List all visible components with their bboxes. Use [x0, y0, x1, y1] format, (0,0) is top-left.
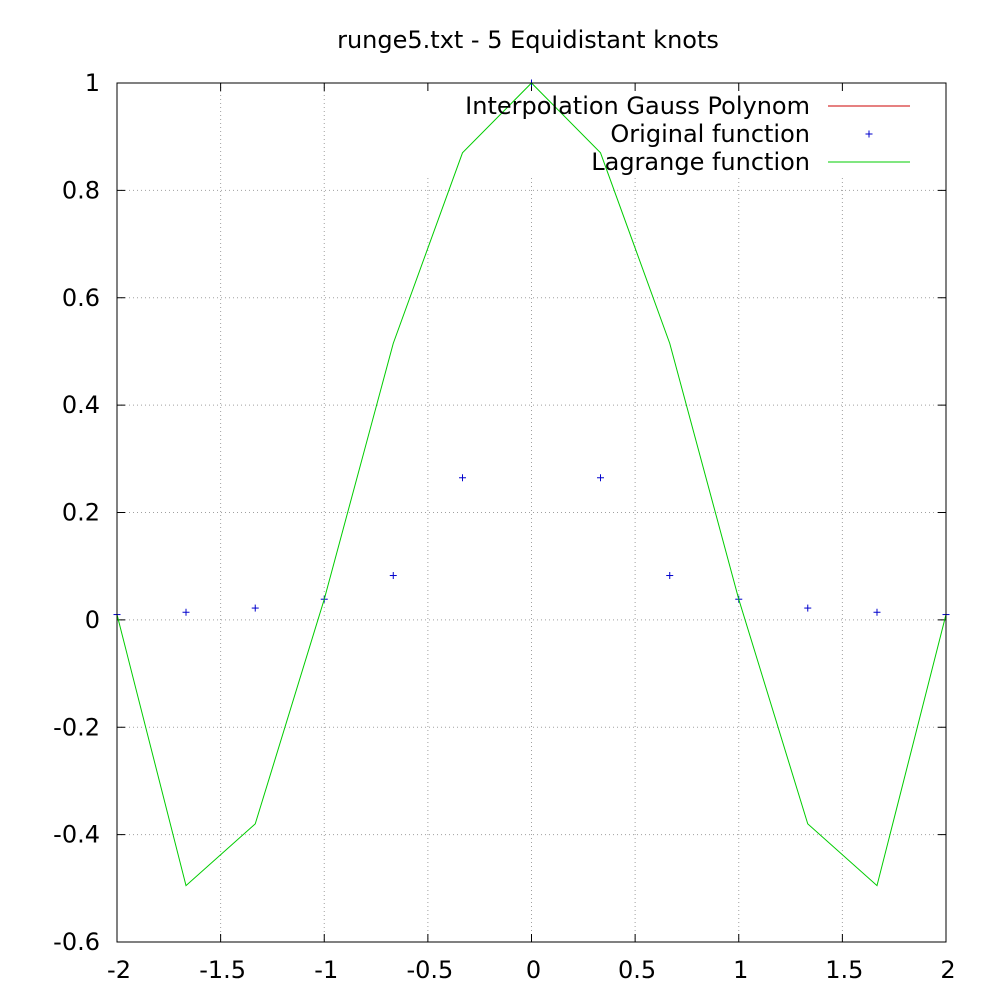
y-tick-label: 0.6 — [62, 284, 100, 312]
y-tick-label: 0.4 — [62, 391, 100, 419]
original-function-point — [666, 572, 674, 580]
original-function-point — [251, 604, 259, 612]
chart-title: runge5.txt - 5 Equidistant knots — [337, 26, 719, 54]
x-tick-label: 0.5 — [618, 956, 656, 984]
y-tick-label: 0.2 — [62, 499, 100, 527]
y-tick-label: 1 — [85, 69, 100, 97]
legend-label-lagrange-function: Lagrange function — [591, 148, 810, 176]
grid — [117, 83, 946, 942]
lagrange-function-line — [116, 82, 947, 887]
x-tick-label: -1.5 — [199, 956, 246, 984]
plot-frame — [116, 82, 947, 943]
x-tick-label: -2 — [107, 956, 131, 984]
y-tick-label: -0.4 — [53, 821, 100, 849]
legend-swatch-original-function — [865, 130, 873, 138]
original-function-point — [597, 474, 605, 482]
y-tick-label: -0.6 — [53, 928, 100, 956]
legend-label-interpolation-gauss-polynom: Interpolation Gauss Polynom — [465, 92, 810, 120]
original-function-point — [873, 608, 881, 616]
x-tick-label: -0.5 — [406, 956, 453, 984]
y-tick-label: -0.2 — [53, 713, 100, 741]
original-function-point — [804, 604, 812, 612]
x-tick-label: 0 — [526, 956, 541, 984]
original-function-point — [182, 608, 190, 616]
original-function-point — [389, 572, 397, 580]
y-tick-label: 0 — [85, 606, 100, 634]
x-tick-label: 1.5 — [825, 956, 863, 984]
x-tick-label: 1 — [733, 956, 748, 984]
x-tick-label: -1 — [314, 956, 338, 984]
y-tick-label: 0.8 — [62, 176, 100, 204]
x-tick-label: 2 — [940, 956, 955, 984]
original-function-point — [458, 474, 466, 482]
legend-label-original-function: Original function — [610, 120, 810, 148]
axis-ticks: -2 -1.5 -1 -0.5 0 0.5 1 1.5 2 -0.6 -0.4 -0.2 0 0.2 0.4… — [53, 69, 955, 984]
